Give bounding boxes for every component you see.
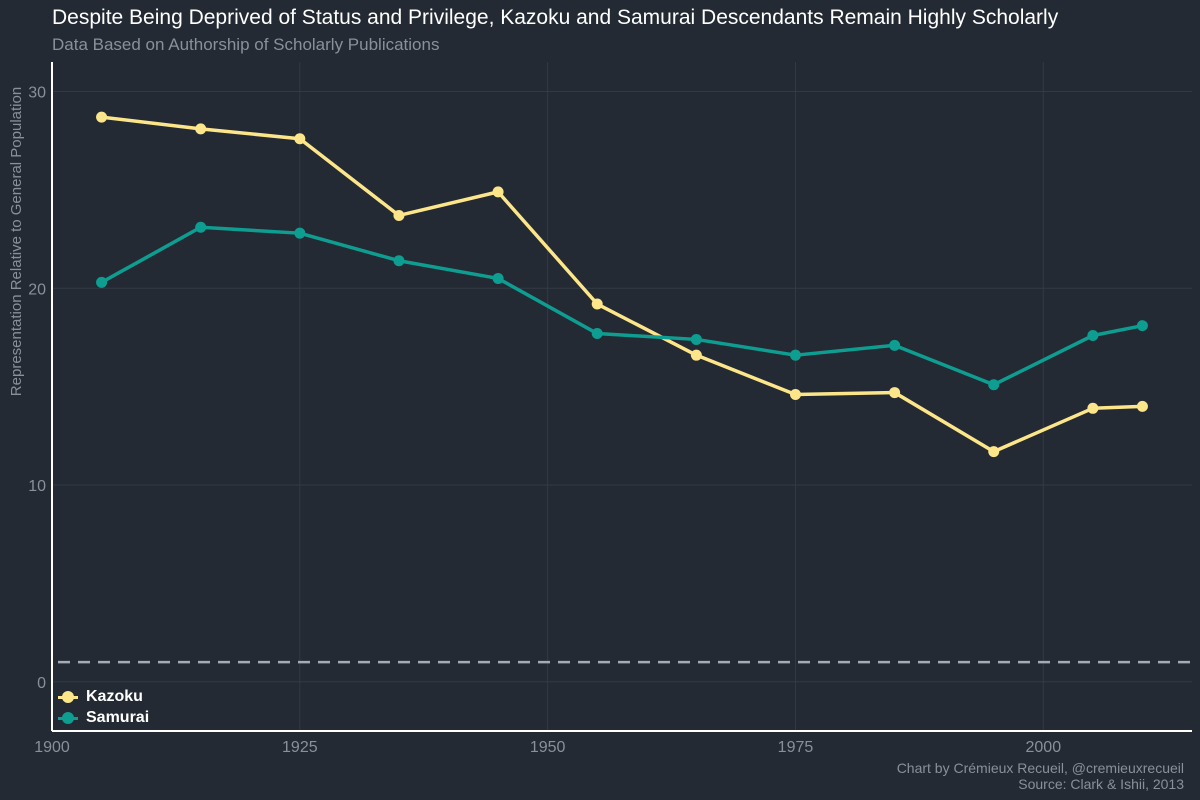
point-kazoku-2005	[1087, 402, 1099, 414]
point-samurai-1905	[96, 276, 108, 288]
series-line-samurai	[100, 225, 1143, 387]
point-samurai-1925	[294, 227, 306, 239]
x-tick-label-1950: 1950	[530, 739, 566, 756]
y-tick-label-10: 10	[28, 478, 46, 495]
legend-item-kazoku: Kazoku	[58, 686, 149, 707]
legend-item-samurai: Samurai	[58, 707, 149, 728]
point-kazoku-1925	[294, 133, 306, 145]
chart-subtitle: Data Based on Authorship of Scholarly Pu…	[52, 35, 440, 54]
x-tick-label-1925: 1925	[282, 739, 318, 756]
point-kazoku-1905	[96, 111, 108, 123]
legend-label-samurai: Samurai	[86, 708, 150, 726]
point-samurai-1915	[195, 221, 207, 233]
point-samurai-1975	[789, 349, 801, 361]
x-tick-label-1975: 1975	[778, 739, 814, 756]
point-samurai-1995	[988, 379, 1000, 391]
chart-title: Despite Being Deprived of Status and Pri…	[52, 6, 1059, 29]
legend: Kazoku Samurai	[58, 686, 149, 728]
point-samurai-1965	[690, 333, 702, 345]
point-kazoku-1965	[690, 349, 702, 361]
y-tick-label-30: 30	[28, 85, 46, 102]
series-line-kazoku	[101, 115, 1143, 454]
point-kazoku-1975	[789, 389, 801, 401]
point-kazoku-1915	[195, 123, 207, 135]
legend-label-kazoku: Kazoku	[86, 687, 143, 705]
legend-key-samurai	[58, 711, 78, 725]
point-samurai-2005	[1087, 330, 1099, 342]
point-kazoku-1995	[988, 446, 1000, 458]
caption-author: Chart by Crémieux Recueil, @cremieuxrecu…	[896, 760, 1184, 776]
caption-source: Source: Clark & Ishii, 2013	[1018, 776, 1184, 792]
point-kazoku-1985	[889, 387, 901, 399]
y-tick-label-20: 20	[28, 281, 46, 298]
point-samurai-1985	[889, 339, 901, 351]
y-tick-label-0: 0	[37, 675, 46, 692]
y-axis-title: Representation Relative to General Popul…	[8, 87, 25, 396]
point-samurai-1935	[393, 255, 405, 267]
caption: Chart by Crémieux Recueil, @cremieuxrecu…	[897, 760, 1184, 792]
legend-key-kazoku	[58, 690, 78, 704]
x-tick-label-1900: 1900	[34, 739, 70, 756]
point-samurai-1945	[492, 272, 504, 284]
point-kazoku-1935	[393, 209, 405, 221]
point-kazoku-2010	[1136, 400, 1148, 412]
point-kazoku-1955	[591, 298, 603, 310]
point-kazoku-1945	[492, 186, 504, 198]
point-samurai-1955	[591, 328, 603, 340]
point-samurai-2010	[1136, 320, 1148, 332]
x-tick-label-2000: 2000	[1026, 739, 1062, 756]
